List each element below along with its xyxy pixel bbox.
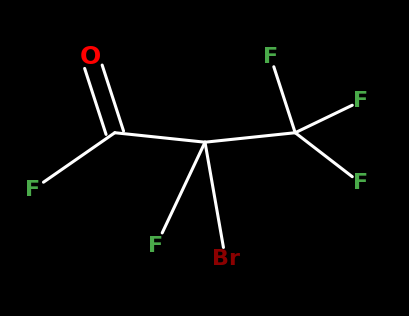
Text: F: F: [263, 47, 277, 67]
Text: F: F: [353, 173, 367, 193]
Text: F: F: [148, 236, 163, 257]
Text: F: F: [353, 91, 367, 111]
Text: O: O: [79, 45, 101, 69]
Text: Br: Br: [211, 249, 239, 269]
Text: F: F: [25, 179, 40, 200]
